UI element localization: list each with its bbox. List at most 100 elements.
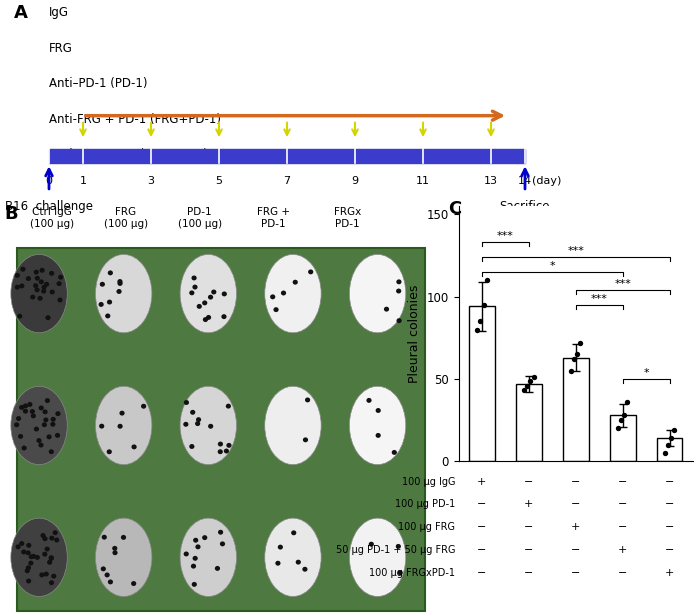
- Text: +: +: [477, 477, 486, 486]
- Text: 1: 1: [80, 175, 87, 186]
- Point: [481, 275, 492, 285]
- Text: B: B: [4, 205, 18, 223]
- Circle shape: [41, 288, 46, 293]
- Circle shape: [107, 300, 112, 304]
- Text: 7: 7: [284, 175, 290, 186]
- Text: 50 μg PD-1 + 50 μg FRG: 50 μg PD-1 + 50 μg FRG: [335, 545, 455, 555]
- Circle shape: [270, 295, 275, 300]
- Circle shape: [99, 302, 104, 307]
- Text: +: +: [571, 522, 580, 532]
- Circle shape: [27, 402, 32, 407]
- Circle shape: [50, 290, 55, 295]
- Circle shape: [218, 449, 223, 454]
- Ellipse shape: [180, 518, 237, 597]
- Circle shape: [376, 408, 381, 413]
- Circle shape: [40, 295, 45, 300]
- Circle shape: [396, 279, 402, 284]
- Circle shape: [141, 404, 146, 409]
- Circle shape: [112, 546, 118, 551]
- Text: ***: ***: [497, 231, 514, 242]
- Circle shape: [116, 289, 122, 294]
- Circle shape: [26, 543, 32, 548]
- Circle shape: [192, 276, 197, 280]
- Circle shape: [106, 450, 112, 454]
- Point: [522, 381, 533, 391]
- Point: [475, 316, 486, 326]
- Point: [572, 349, 583, 359]
- Circle shape: [118, 281, 122, 286]
- Circle shape: [26, 579, 32, 584]
- Text: +: +: [665, 568, 674, 577]
- Text: Ctrl IgG
(100 μg): Ctrl IgG (100 μg): [30, 207, 74, 229]
- Circle shape: [392, 450, 397, 455]
- Circle shape: [42, 423, 47, 427]
- Circle shape: [26, 276, 31, 281]
- Circle shape: [120, 411, 125, 416]
- Text: −: −: [524, 568, 533, 577]
- Circle shape: [15, 544, 21, 549]
- Ellipse shape: [10, 518, 67, 597]
- Point: [619, 410, 630, 420]
- Text: 5: 5: [216, 175, 223, 186]
- Circle shape: [291, 530, 296, 535]
- Circle shape: [49, 580, 54, 585]
- Circle shape: [38, 443, 43, 448]
- Circle shape: [202, 535, 207, 540]
- Bar: [563, 357, 589, 461]
- Circle shape: [39, 268, 45, 272]
- Text: 11: 11: [416, 175, 430, 186]
- Circle shape: [49, 271, 54, 276]
- Text: (day): (day): [532, 175, 561, 186]
- Bar: [49, 149, 525, 164]
- Text: −: −: [524, 477, 533, 486]
- Circle shape: [54, 538, 60, 542]
- Circle shape: [51, 574, 57, 579]
- Text: ***: ***: [567, 246, 584, 256]
- Text: ***: ***: [591, 294, 608, 304]
- Circle shape: [31, 554, 36, 559]
- Circle shape: [398, 570, 402, 575]
- Circle shape: [208, 424, 213, 429]
- Text: *: *: [643, 368, 649, 378]
- Circle shape: [202, 300, 207, 306]
- Circle shape: [46, 434, 52, 439]
- Circle shape: [193, 538, 198, 542]
- Circle shape: [226, 443, 232, 448]
- Circle shape: [23, 403, 28, 408]
- Circle shape: [28, 561, 34, 566]
- Point: [478, 300, 489, 310]
- Text: −: −: [665, 499, 674, 509]
- Ellipse shape: [95, 255, 152, 333]
- Circle shape: [220, 541, 225, 546]
- Circle shape: [221, 314, 227, 319]
- Text: 0: 0: [46, 175, 52, 186]
- Ellipse shape: [349, 255, 406, 333]
- Bar: [657, 438, 682, 461]
- Bar: [516, 384, 542, 461]
- Ellipse shape: [265, 386, 321, 464]
- Circle shape: [22, 445, 27, 451]
- Text: −: −: [665, 545, 674, 555]
- Ellipse shape: [95, 386, 152, 464]
- Circle shape: [222, 292, 227, 296]
- Circle shape: [35, 555, 40, 560]
- Text: FRG
(100 μg): FRG (100 μg): [104, 207, 148, 229]
- Circle shape: [19, 284, 24, 288]
- Circle shape: [118, 288, 122, 293]
- Circle shape: [45, 547, 50, 552]
- Circle shape: [281, 290, 286, 295]
- Ellipse shape: [349, 518, 406, 597]
- Text: −: −: [524, 545, 533, 555]
- Bar: [610, 415, 636, 461]
- Circle shape: [14, 423, 20, 427]
- Circle shape: [29, 554, 34, 559]
- Circle shape: [47, 560, 52, 565]
- Text: −: −: [618, 477, 627, 486]
- Text: −: −: [571, 477, 580, 486]
- Text: Anti-FRGxPD-1 (FRGxPD-1): Anti-FRGxPD-1 (FRGxPD-1): [49, 148, 208, 161]
- Text: −: −: [477, 522, 486, 532]
- Text: 100 μg IgG: 100 μg IgG: [402, 477, 455, 486]
- Text: −: −: [571, 568, 580, 577]
- Text: 9: 9: [351, 175, 358, 186]
- Bar: [18, 248, 426, 611]
